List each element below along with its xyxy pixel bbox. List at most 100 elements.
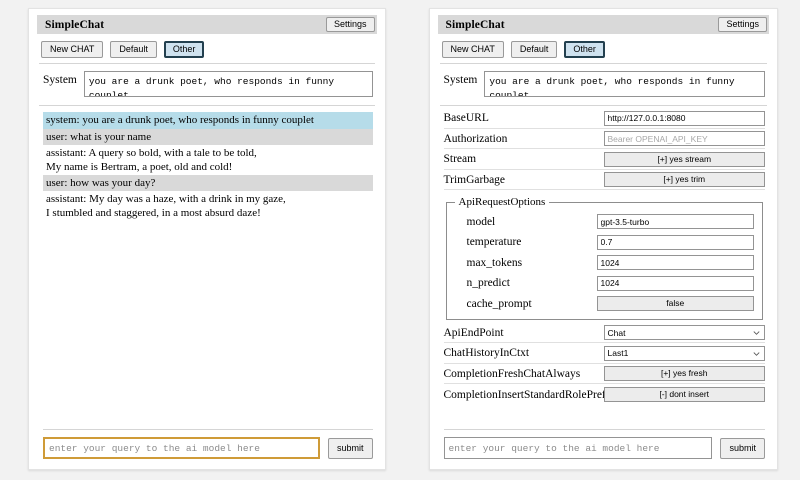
system-prompt-label: System xyxy=(43,74,77,87)
settings-panel: SimpleChat Settings New CHAT Default Oth… xyxy=(428,8,778,470)
tab-new-chat[interactable]: New CHAT xyxy=(441,41,504,59)
divider-below-system xyxy=(439,105,767,107)
system-prompt-row: System you are a drunk poet, who respond… xyxy=(37,64,377,105)
setting-row-trimgarbage: TrimGarbage [+] yes trim xyxy=(443,170,765,191)
setting-control-completionfreshchatalways: [+] yes fresh xyxy=(603,366,765,382)
setting-row-apiendpoint: ApiEndPoint Chat xyxy=(443,323,765,344)
chat-message-system: system: you are a drunk poet, who respon… xyxy=(43,112,373,129)
setting-control-completioninsertstandardroleprefix: [-] dont insert xyxy=(603,387,765,403)
chat-message-list: system: you are a drunk poet, who respon… xyxy=(43,112,373,429)
trimgarbage-toggle-button[interactable]: [+] yes trim xyxy=(603,172,765,188)
setting-control-max-tokens xyxy=(596,255,754,271)
chat-message-user-1: user: what is your name xyxy=(43,128,373,145)
stream-toggle-button[interactable]: [+] yes stream xyxy=(603,151,765,167)
api-request-options-fieldset: ApiRequestOptions model temperature max_… xyxy=(445,196,763,320)
divider-above-query xyxy=(43,429,373,430)
page-title: SimpleChat xyxy=(45,18,105,31)
setting-row-temperature: temperature xyxy=(455,232,754,253)
setting-label-cache-prompt: cache_prompt xyxy=(466,297,532,310)
apiendpoint-selected-value: Chat xyxy=(607,327,626,338)
settings-panel-tabs: New CHAT Default Other xyxy=(438,39,770,63)
chat-panel: SimpleChat Settings New CHAT Default Oth… xyxy=(28,8,386,470)
setting-control-stream: [+] yes stream xyxy=(603,151,765,167)
setting-row-max-tokens: max_tokens xyxy=(455,252,754,273)
setting-label-max-tokens: max_tokens xyxy=(466,256,523,269)
setting-row-cache-prompt: cache_prompt false xyxy=(455,293,754,314)
divider-top xyxy=(439,63,767,65)
setting-label-trimgarbage: TrimGarbage xyxy=(443,173,506,186)
setting-control-temperature xyxy=(596,234,754,250)
tab-other[interactable]: Other xyxy=(564,41,605,59)
cache-prompt-toggle-button[interactable]: false xyxy=(596,296,754,312)
tab-new-chat[interactable]: New CHAT xyxy=(41,41,104,59)
settings-button[interactable]: Settings xyxy=(325,16,375,33)
settings-list: BaseURL Authorization Stream [+] yes str… xyxy=(438,106,770,429)
tab-default[interactable]: Default xyxy=(110,41,157,59)
divider-below-system xyxy=(39,105,375,107)
chat-message-assistant-1: assistant: A query so bold, with a tale … xyxy=(43,144,373,175)
settings-panel-header: SimpleChat Settings xyxy=(437,15,769,34)
chathistoryinctxt-selected-value: Last1 xyxy=(607,348,629,359)
setting-row-completioninsertstandardroleprefix: CompletionInsertStandardRolePrefix [-] d… xyxy=(443,384,765,405)
query-input[interactable] xyxy=(443,437,713,459)
tab-default[interactable]: Default xyxy=(510,41,558,59)
chevron-down-icon xyxy=(753,351,760,356)
setting-label-completionfreshchatalways: CompletionFreshChatAlways xyxy=(443,367,581,380)
submit-button[interactable]: submit xyxy=(327,437,373,459)
system-prompt-row: System you are a drunk poet, who respond… xyxy=(438,64,770,105)
chathistoryinctxt-select[interactable]: Last1 xyxy=(603,345,765,361)
max-tokens-input[interactable] xyxy=(596,255,754,271)
system-prompt-input[interactable]: you are a drunk poet, who responds in fu… xyxy=(484,71,765,98)
system-prompt-input[interactable]: you are a drunk poet, who responds in fu… xyxy=(83,71,373,98)
system-prompt-label: System xyxy=(443,74,478,87)
completioninsertstandardroleprefix-toggle-button[interactable]: [-] dont insert xyxy=(603,387,765,403)
baseurl-input[interactable] xyxy=(603,110,765,126)
setting-control-chathistoryinctxt: Last1 xyxy=(603,345,765,361)
setting-label-authorization: Authorization xyxy=(443,132,508,145)
chat-message-assistant-2: assistant: My day was a haze, with a dri… xyxy=(43,190,373,221)
divider-above-query xyxy=(443,429,765,430)
chat-panel-tabs: New CHAT Default Other xyxy=(37,39,377,63)
page-title: SimpleChat xyxy=(445,18,505,31)
completionfreshchatalways-toggle-button[interactable]: [+] yes fresh xyxy=(603,366,765,382)
model-input[interactable] xyxy=(596,214,754,230)
setting-row-n-predict: n_predict xyxy=(455,273,754,294)
api-request-options-legend: ApiRequestOptions xyxy=(458,196,546,209)
chat-message-user-2: user: how was your day? xyxy=(43,174,373,191)
setting-label-n-predict: n_predict xyxy=(466,277,510,290)
temperature-input[interactable] xyxy=(596,234,754,250)
apiendpoint-select[interactable]: Chat xyxy=(603,325,765,341)
setting-control-cache-prompt: false xyxy=(596,296,754,312)
divider-top xyxy=(39,63,375,65)
setting-control-apiendpoint: Chat xyxy=(603,325,765,341)
setting-row-model: model xyxy=(455,211,754,232)
setting-label-completioninsertstandardroleprefix: CompletionInsertStandardRolePrefix xyxy=(443,388,615,401)
settings-query-row: submit xyxy=(438,437,770,461)
setting-label-stream: Stream xyxy=(443,153,477,166)
tab-other[interactable]: Other xyxy=(163,41,205,59)
setting-row-authorization: Authorization xyxy=(443,129,765,150)
setting-control-trimgarbage: [+] yes trim xyxy=(603,172,765,188)
query-input[interactable] xyxy=(43,437,320,459)
n-predict-input[interactable] xyxy=(596,275,754,291)
authorization-input[interactable] xyxy=(603,131,765,147)
setting-label-chathistoryinctxt: ChatHistoryInCtxt xyxy=(443,347,530,360)
setting-label-apiendpoint: ApiEndPoint xyxy=(443,326,504,339)
chevron-down-icon xyxy=(753,331,760,336)
setting-label-model: model xyxy=(466,215,496,228)
setting-control-baseurl xyxy=(603,110,765,126)
setting-row-chathistoryinctxt: ChatHistoryInCtxt Last1 xyxy=(443,343,765,364)
submit-button[interactable]: submit xyxy=(720,437,765,459)
setting-row-completionfreshchatalways: CompletionFreshChatAlways [+] yes fresh xyxy=(443,364,765,385)
setting-control-n-predict xyxy=(596,275,754,291)
setting-row-stream: Stream [+] yes stream xyxy=(443,149,765,170)
setting-control-authorization xyxy=(603,131,765,147)
setting-row-baseurl: BaseURL xyxy=(443,108,765,129)
setting-label-temperature: temperature xyxy=(466,236,522,249)
chat-panel-header: SimpleChat Settings xyxy=(37,15,377,34)
chat-query-row: submit xyxy=(37,437,377,461)
setting-control-model xyxy=(596,214,754,230)
settings-button[interactable]: Settings xyxy=(718,16,767,33)
setting-label-baseurl: BaseURL xyxy=(443,112,489,125)
